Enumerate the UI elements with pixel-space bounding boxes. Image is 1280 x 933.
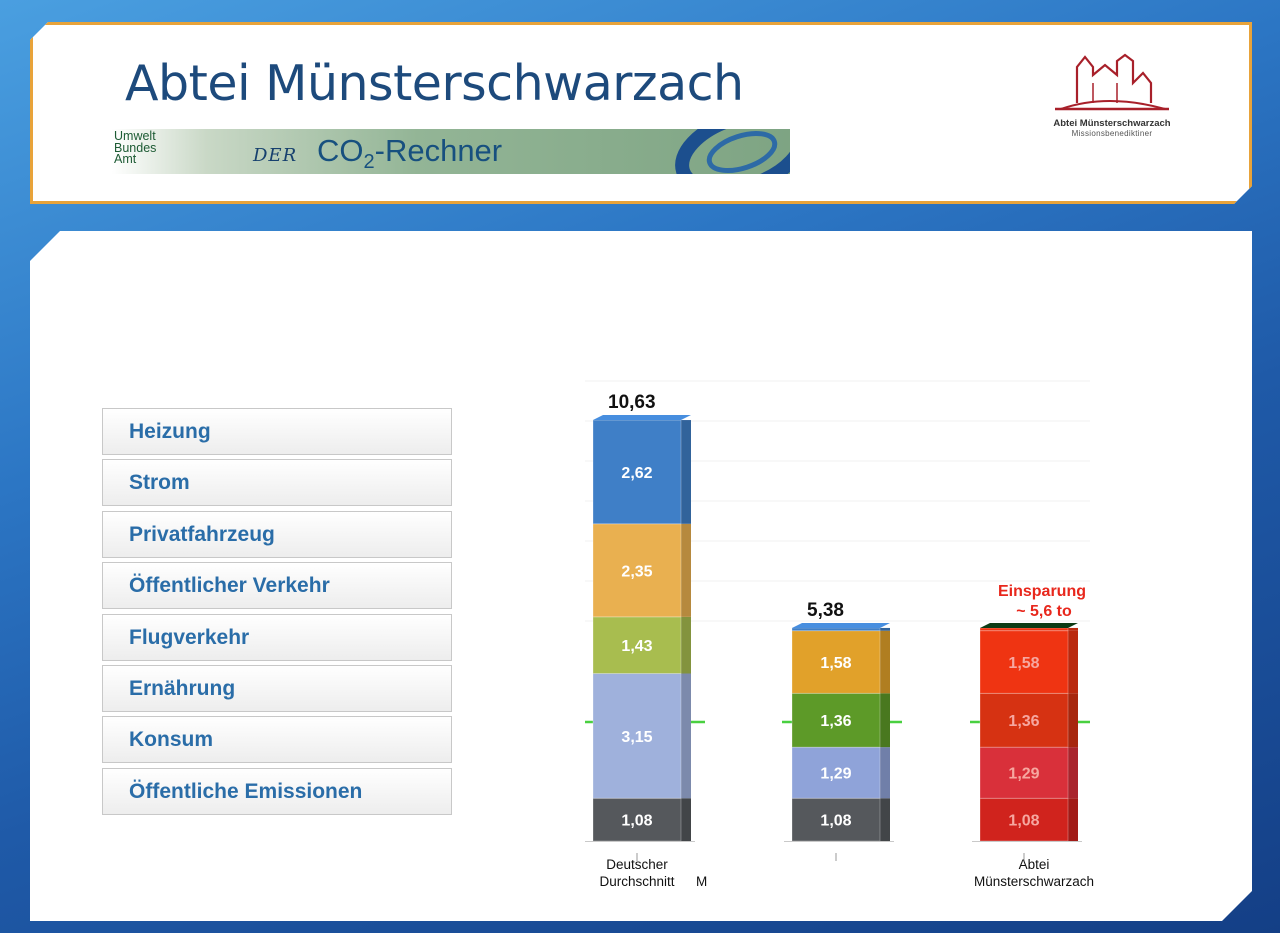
- x-axis-label: Durchschnitt: [599, 874, 674, 889]
- category-item[interactable]: Öffentlicher Verkehr: [102, 562, 452, 609]
- bar-segment-side: [681, 524, 691, 617]
- bar-segment: [792, 798, 880, 841]
- x-axis-label: Münsterschwarzach: [974, 874, 1094, 889]
- banner-co2-text: CO2-Rechner: [317, 133, 503, 174]
- bar-top-face: [792, 623, 890, 628]
- bar-segment-side: [880, 628, 890, 631]
- abbey-church-icon: [1047, 53, 1177, 115]
- co2-stacked-bar-chart: 1,08 3,15 1,43 2,35 2,62 10,63 Deutscher Durchs…: [30, 231, 1252, 921]
- logo-subtitle: Missionsbenediktiner: [1071, 129, 1153, 138]
- bar-segment: [980, 631, 1068, 694]
- x-axis-label: Deutscher: [606, 857, 668, 872]
- bar-segment-side: [1068, 798, 1078, 841]
- logo-name: Abtei Münsterschwarzach: [1053, 118, 1171, 129]
- bar-segment-side: [681, 617, 691, 674]
- annotation-text: ~ 5,6 to: [1016, 603, 1072, 620]
- bar-segment-side: [681, 673, 691, 798]
- segment-value-label: 1,43: [621, 638, 652, 655]
- bar-segment: [593, 420, 681, 524]
- bar-segment: [980, 693, 1068, 747]
- bar-segment-side: [1068, 628, 1078, 631]
- segment-value-label: 1,29: [820, 766, 851, 783]
- abbey-logo: Abtei Münsterschwarzach Missionsbenedikt…: [1047, 53, 1177, 138]
- bar-segment-side: [880, 631, 890, 694]
- main-panel: Heizung Strom Privatfahrzeug Öffentlicher V…: [30, 231, 1252, 921]
- bar-segment-side: [1068, 747, 1078, 798]
- bar-top-face: [980, 623, 1078, 628]
- segment-value-label: 1,29: [1008, 766, 1039, 783]
- bar-segment: [593, 673, 681, 798]
- header-panel: Abtei Münsterschwarzach Umwelt Bundes Am…: [30, 22, 1252, 204]
- category-item[interactable]: Öffentliche Emissionen: [102, 768, 452, 815]
- category-item[interactable]: Privatfahrzeug: [102, 511, 452, 558]
- uba-label: Umwelt Bundes Amt: [114, 129, 157, 166]
- bar-segment: [792, 628, 880, 631]
- co2-rechner-banner: Umwelt Bundes Amt DER CO2-Rechner: [112, 129, 790, 174]
- bar-segment-side: [880, 747, 890, 798]
- segment-value-label: 1,08: [621, 813, 652, 830]
- category-item[interactable]: Heizung: [102, 408, 452, 455]
- category-item[interactable]: Strom: [102, 459, 452, 506]
- segment-value-label: 1,08: [1008, 813, 1039, 830]
- bar-segment: [980, 798, 1068, 841]
- bar-segment: [792, 693, 880, 747]
- segment-value-label: 1,36: [820, 713, 851, 730]
- bar-top-face: [593, 415, 691, 420]
- bar-segment-side: [880, 693, 890, 747]
- segment-value-label: 1,08: [820, 813, 851, 830]
- page-title: Abtei Münsterschwarzach: [125, 55, 744, 112]
- bar-total-label: 5,38: [807, 600, 844, 621]
- bar-segment-side: [1068, 631, 1078, 694]
- category-item[interactable]: Konsum: [102, 716, 452, 763]
- segment-value-label: 1,58: [820, 655, 851, 672]
- bar-segment: [593, 524, 681, 617]
- segment-value-label: 2,62: [621, 465, 652, 482]
- tire-icon: [667, 129, 790, 174]
- bar-segment-side: [681, 798, 691, 841]
- bar-segment: [792, 631, 880, 694]
- bar-segment: [792, 747, 880, 798]
- bar-segment: [980, 628, 1068, 631]
- segment-value-label: 1,58: [1008, 655, 1039, 672]
- category-item[interactable]: Ernährung: [102, 665, 452, 712]
- clipped-label: M: [696, 874, 707, 889]
- bar-segment-side: [1068, 693, 1078, 747]
- bar-total-label: 10,63: [608, 392, 656, 413]
- annotation-text: Einsparung: [998, 583, 1086, 600]
- segment-value-label: 2,35: [621, 563, 652, 580]
- banner-der-text: DER: [253, 145, 298, 166]
- segment-value-label: 3,15: [621, 729, 652, 746]
- x-axis-label: Abtei: [1019, 857, 1050, 872]
- bar-segment-side: [880, 798, 890, 841]
- bar-segment-side: [681, 420, 691, 524]
- bar-segment: [593, 798, 681, 841]
- segment-value-label: 1,36: [1008, 713, 1039, 730]
- bar-segment: [593, 617, 681, 674]
- category-item[interactable]: Flugverkehr: [102, 614, 452, 661]
